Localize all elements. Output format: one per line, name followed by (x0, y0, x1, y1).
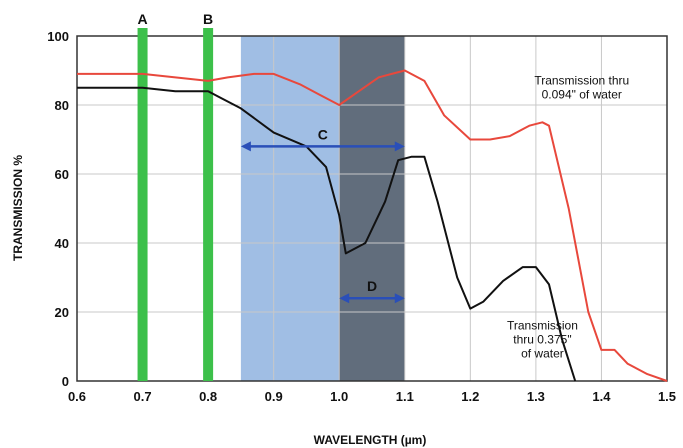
series-line-red (77, 69, 668, 382)
band-label-b: B (203, 11, 213, 27)
x-tick-label: 0.7 (134, 389, 152, 404)
y-tick-label: 60 (55, 167, 69, 182)
arrow-label-d: D (367, 278, 377, 294)
x-tick-label: 1.2 (461, 389, 479, 404)
x-tick-label: 1.5 (658, 389, 676, 404)
arrow-head-right (394, 141, 405, 152)
dark-region (339, 36, 405, 381)
y-tick-label: 0 (62, 374, 69, 389)
x-tick-label: 1.3 (527, 389, 545, 404)
x-tick-label: 1.1 (396, 389, 414, 404)
annotations: Transmission thru 0.094" of water Transmis… (507, 73, 629, 360)
shaded-regions (240, 36, 405, 381)
y-tick-label: 80 (55, 98, 69, 113)
band-label-a: A (137, 11, 147, 27)
x-tick-label: 1.0 (330, 389, 348, 404)
arrow-d: D (339, 278, 405, 304)
plot-frame (76, 35, 668, 382)
x-tick-label: 0.6 (68, 389, 86, 404)
x-tick-label: 0.9 (265, 389, 283, 404)
band-b (203, 28, 214, 381)
data-series (77, 69, 668, 382)
x-tick-labels: 0.6 0.7 0.8 0.9 1.0 1.1 1.2 1.3 1.4 1.5 (68, 389, 676, 404)
x-tick-label: 1.4 (592, 389, 611, 404)
annotation-0375-water: Transmission thru 0.375" of water (507, 318, 578, 360)
arrow-head-left (339, 293, 350, 304)
x-tick-label: 0.8 (199, 389, 217, 404)
y-tick-labels: 0 20 40 60 80 100 (47, 29, 69, 389)
y-axis-title: TRANSMISSION % (11, 155, 25, 261)
arrow-label-c: C (318, 126, 328, 142)
series-line-black (77, 86, 577, 382)
y-tick-label: 100 (47, 29, 69, 44)
y-tick-label: 40 (55, 236, 69, 251)
arrow-head-left (240, 141, 251, 152)
arrow-c: C (240, 126, 405, 152)
range-arrows: CD (240, 126, 405, 304)
annotation-0094-water: Transmission thru 0.094" of water (534, 73, 629, 101)
x-axis-title: WAVELENGTH (µm) (314, 433, 427, 447)
band-a (137, 28, 148, 381)
y-tick-label: 20 (55, 305, 69, 320)
arrow-head-right (394, 293, 405, 304)
